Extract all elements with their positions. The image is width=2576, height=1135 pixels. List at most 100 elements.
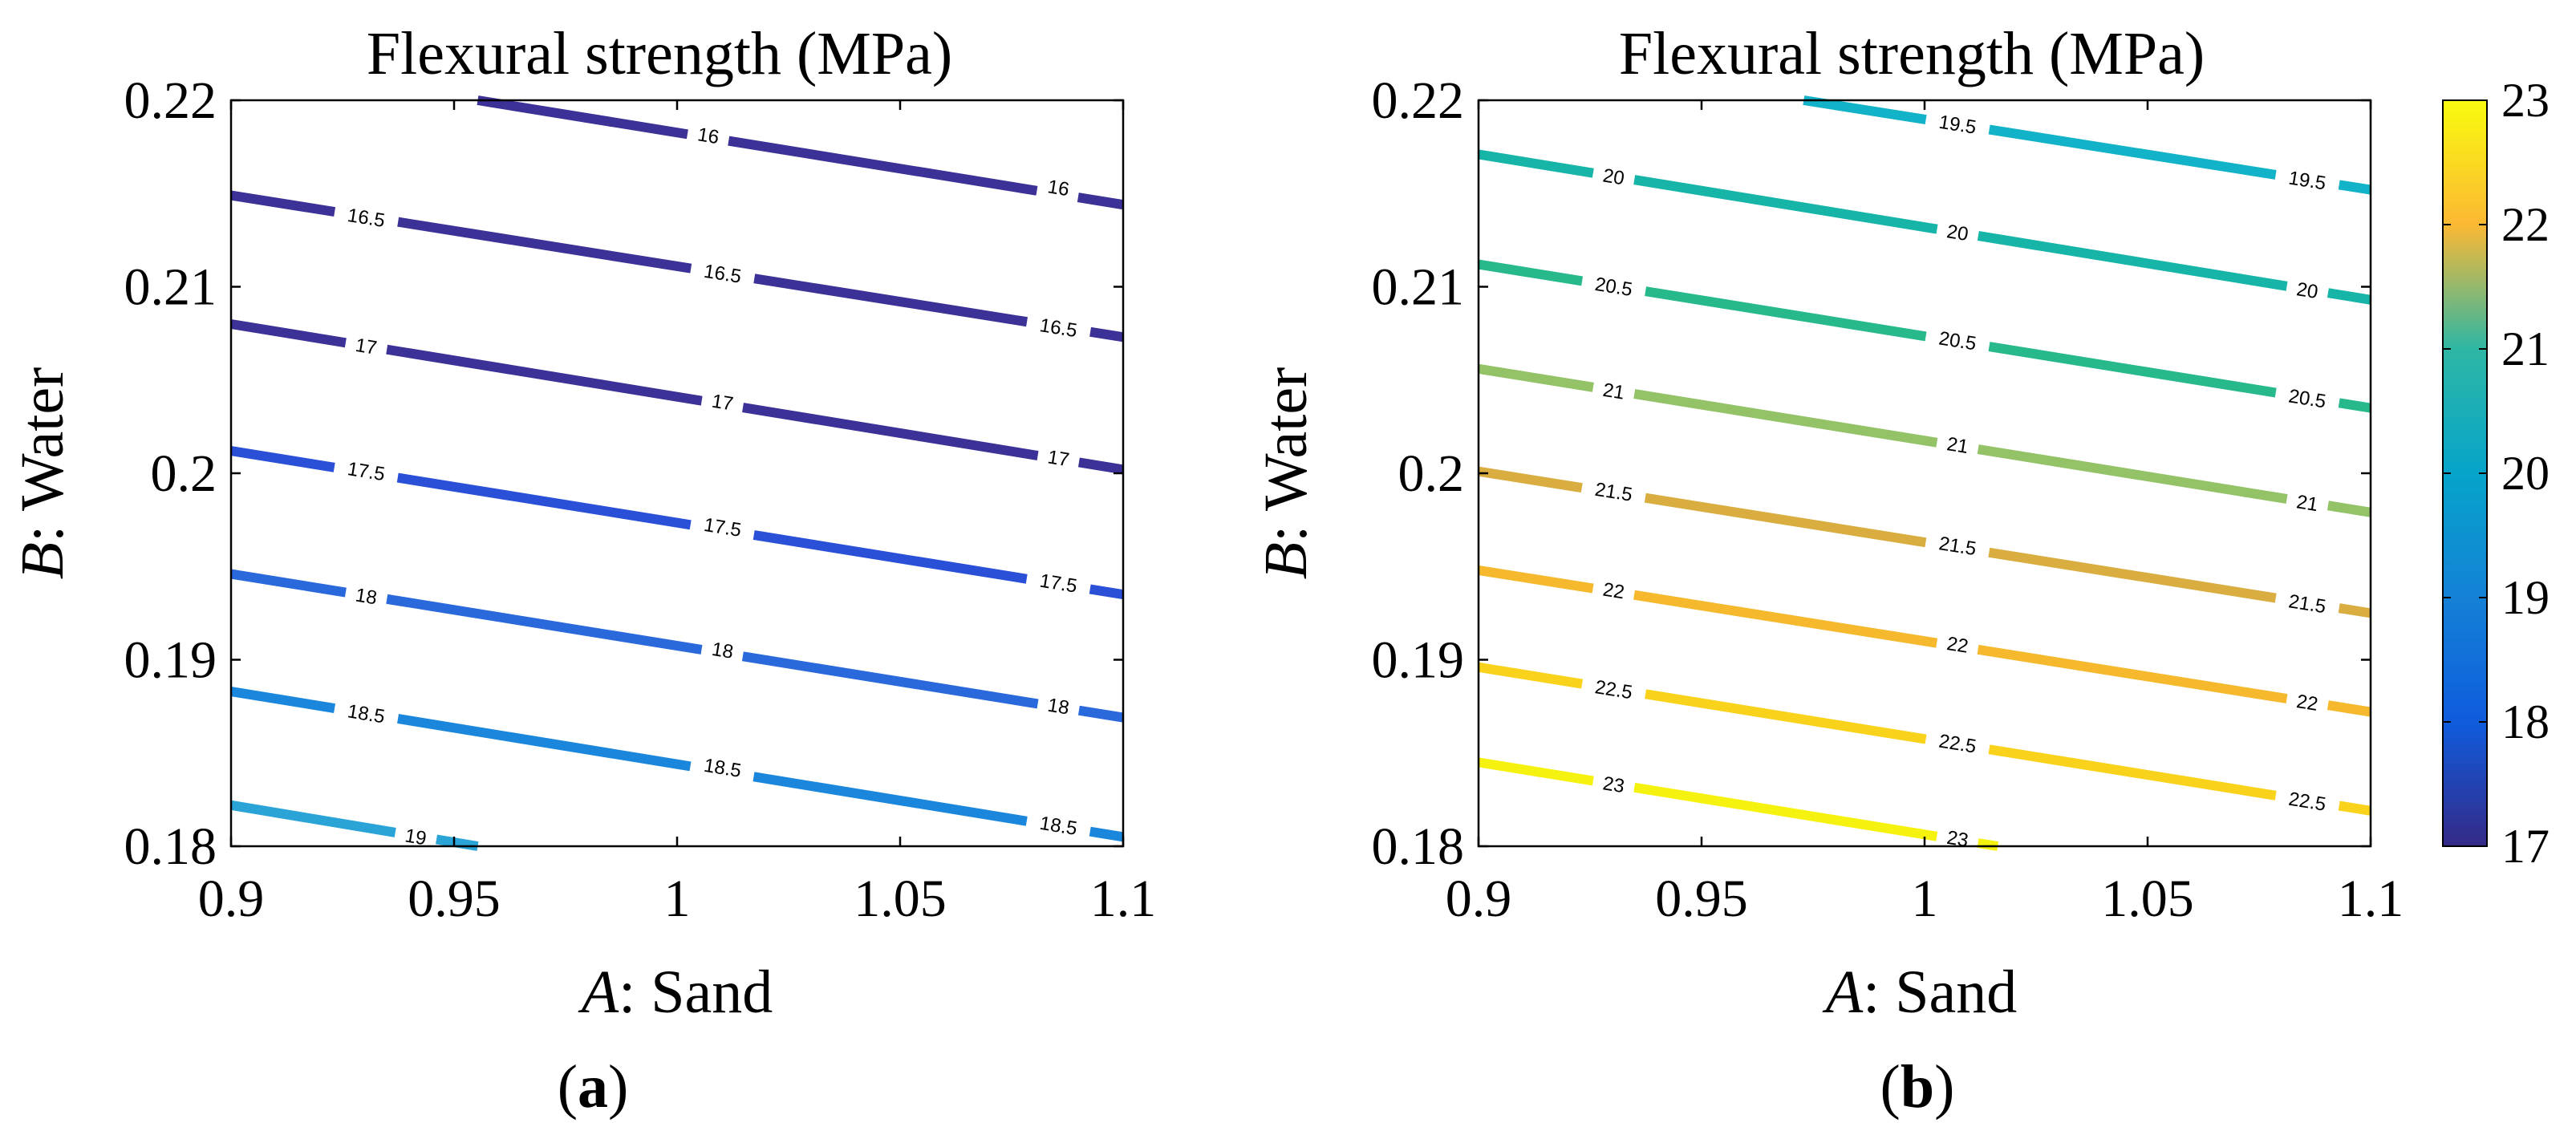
contour-label-mask — [2274, 586, 2342, 622]
panel-b-xlabel-text: : Sand — [1863, 959, 2017, 1026]
panel-b-contour-label-19.5-0: 19.5 — [1924, 107, 1992, 143]
panel-b-contour-label-20.5-0: 20.5 — [1580, 269, 1648, 305]
colorbar-tick-label: 23 — [2501, 74, 2550, 127]
contour-label-text: 20 — [1601, 164, 1626, 189]
contour-label-mask — [1036, 442, 1081, 475]
contour-label-mask — [1934, 217, 1981, 249]
contour-label-mask — [1580, 269, 1648, 305]
panel-b-contour-label-21-1: 21 — [1934, 429, 1981, 462]
contour-label-text: 17 — [1046, 446, 1071, 471]
contour-label-mask — [2284, 487, 2331, 520]
panel-b-xtick-label: 0.95 — [1655, 869, 1748, 928]
contour-label-mask — [2274, 784, 2342, 820]
contour-label-mask — [688, 256, 757, 292]
contour-label-mask — [332, 695, 400, 732]
panel-a-ylabel-var: B — [9, 542, 76, 579]
contour-label-mask — [1591, 375, 1637, 407]
panel-a-xlabel-var: A — [578, 959, 619, 1026]
panel-b-contour-label-20-0: 20 — [1591, 160, 1637, 193]
contour-label-mask — [1924, 725, 1992, 762]
contour-label-mask — [700, 386, 745, 419]
panel-a-contour-label-18-1: 18 — [700, 634, 745, 667]
panel-a-contour-label-17.5-2: 17.5 — [1024, 565, 1093, 602]
panel-a-contour-label-17-2: 17 — [1036, 442, 1081, 475]
panel-b-xtick-label: 1.05 — [2101, 869, 2194, 928]
panel-b-contour-label-20-2: 20 — [2284, 274, 2331, 307]
panel-a-ytick-label: 0.21 — [124, 258, 217, 317]
panel-a-contour-label-16.5-2: 16.5 — [1024, 310, 1093, 346]
panel-a-xtick-label: 1.1 — [1090, 869, 1157, 928]
contour-label-text: 20 — [1945, 221, 1970, 245]
panel-a-xtick-label: 1 — [664, 869, 691, 928]
panel-a-chart: Flexural strength (MPa) 16 16 16.5 16.5 16.5… — [9, 20, 1156, 1121]
contour-label-mask — [1934, 629, 1981, 661]
colorbar-ticks: 17 18 19 20 21 22 23 — [2443, 74, 2550, 873]
contour-label-mask — [2284, 687, 2331, 719]
panel-a-xtick-label: 1.05 — [854, 869, 947, 928]
panel-a-contour-label-16-1: 16 — [1036, 172, 1081, 205]
contour-label-text: 16 — [696, 124, 721, 148]
panel-b-ylabel: B: Water — [1252, 367, 1320, 580]
panel-a-ytick-label: 0.2 — [151, 444, 217, 503]
panel-b-contour-label-21.5-2: 21.5 — [2274, 586, 2342, 622]
panel-b-ytick-label: 0.19 — [1372, 631, 1465, 690]
contour-label-mask — [688, 509, 757, 545]
panel-b-contour-label-21.5-0: 21.5 — [1580, 474, 1648, 510]
contour-label-mask — [2274, 162, 2342, 199]
contour-label-mask — [332, 200, 400, 236]
panel-b-ytick-label: 0.22 — [1372, 71, 1465, 130]
panel-a-contour-label-18.5-2: 18.5 — [1024, 808, 1093, 844]
panel-b-xtick-label: 0.9 — [1446, 869, 1512, 928]
contour-label-mask — [1036, 690, 1081, 723]
panel-a-ylabel-text: : Water — [9, 367, 76, 542]
panel-b-contour-line-23 — [1478, 757, 1999, 851]
contour-label-text: 18 — [354, 584, 379, 609]
panel-a-ytick-label: 0.18 — [124, 817, 217, 876]
panel-a-title: Flexural strength (MPa) — [367, 20, 952, 87]
contour-label-mask — [2284, 274, 2331, 307]
panel-a-contour-label-17-0: 17 — [343, 330, 389, 363]
contour-label-mask — [685, 120, 732, 152]
panel-b-caption: (b) — [1880, 1053, 1955, 1121]
panel-b-xlabel: A: Sand — [1822, 959, 2018, 1026]
contour-label-mask — [343, 580, 389, 613]
contour-label-mask — [700, 634, 745, 667]
panel-a-contour-label-18-2: 18 — [1036, 690, 1081, 723]
contour-label-mask — [1036, 172, 1081, 205]
panel-b-contour-label-21-0: 21 — [1591, 375, 1637, 407]
colorbar-tick-label: 18 — [2501, 695, 2550, 748]
panel-b-xtick-label: 1 — [1912, 869, 1938, 928]
panel-b-contour-label-19.5-1: 19.5 — [2274, 162, 2342, 199]
panel-b-contour-label-22-0: 22 — [1591, 574, 1637, 607]
panel-a-contour-label-17.5-1: 17.5 — [688, 509, 757, 545]
panel-b-contour-label-20.5-2: 20.5 — [2274, 380, 2342, 417]
panel-b-contour-label-22.5-1: 22.5 — [1924, 725, 1992, 762]
panel-b-contour-label-21-2: 21 — [2284, 487, 2331, 520]
contour-label-text: 22 — [2295, 691, 2320, 715]
panel-b-xtick-label: 1.1 — [2338, 869, 2404, 928]
contour-label-mask — [1924, 107, 1992, 143]
panel-b-plot-area: 19.5 19.5 20 20 20 20.5 20.5 20.5 21 21 21 21.5 21.5… — [1478, 95, 2371, 855]
panel-a-ytick-label: 0.19 — [124, 631, 217, 690]
contour-label-mask — [1591, 768, 1637, 801]
panel-a-contour-line-16 — [477, 95, 1124, 210]
panel-a-axes: 0.9 0.95 1 1.05 1.1 0.18 0.19 0.2 0.21 0.22 — [124, 71, 1157, 928]
panel-b-contour-label-22.5-0: 22.5 — [1580, 671, 1648, 707]
panel-b-contour-label-23-1: 23 — [1934, 822, 1981, 855]
contour-label-text: 22 — [1945, 633, 1970, 658]
panel-b-contour-label-20.5-1: 20.5 — [1924, 322, 1992, 359]
panel-b-ytick-label: 0.18 — [1372, 817, 1465, 876]
panel-a-contour-label-16.5-1: 16.5 — [688, 256, 757, 292]
contour-label-mask — [332, 453, 400, 489]
panel-b-chart: Flexural strength (MPa) 19.5 19.5 20 20 20 20… — [1252, 20, 2550, 1121]
contour-label-mask — [2274, 380, 2342, 417]
contour-label-mask — [343, 330, 389, 363]
panel-b-contour-label-22-1: 22 — [1934, 629, 1981, 661]
contour-label-mask — [1024, 565, 1093, 602]
panel-b-contour-label-23-0: 23 — [1591, 768, 1637, 801]
panel-b-ytick-label: 0.2 — [1398, 444, 1465, 503]
panel-b-contour-label-22.5-2: 22.5 — [2274, 784, 2342, 820]
contour-label-mask — [1924, 322, 1992, 359]
panel-a-contour-label-18.5-0: 18.5 — [332, 695, 400, 732]
